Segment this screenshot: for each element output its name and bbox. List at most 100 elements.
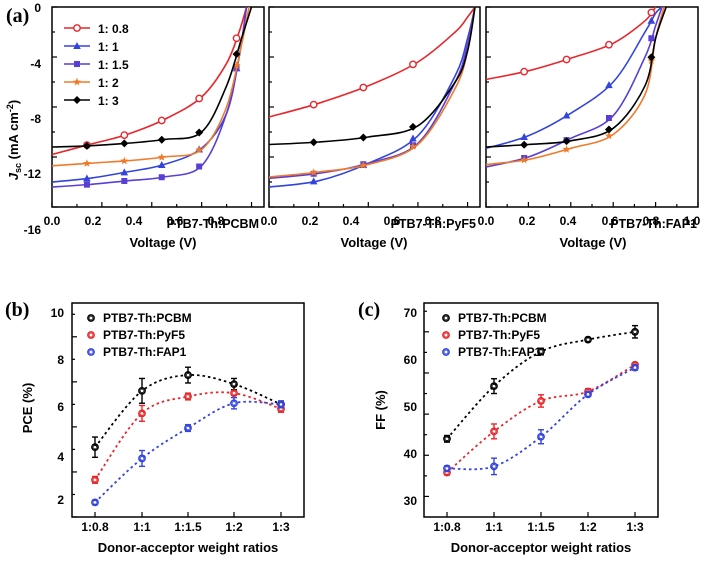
iv-marker xyxy=(408,122,417,131)
legend-1-2: 1: 2 xyxy=(98,76,119,90)
data-point-center xyxy=(492,430,496,433)
c-y-tick-70: 70 xyxy=(404,306,418,320)
panel-a-xlabel-3: Voltage (V) xyxy=(560,235,627,250)
c-legend-pcbm: PTB7-Th:PCBM xyxy=(458,311,547,325)
iv-curve-11 xyxy=(485,6,663,150)
iv-curve-11.5 xyxy=(268,6,476,180)
iv-curve-11.5 xyxy=(51,6,248,188)
iv-frame-1 xyxy=(51,6,265,208)
x3-tick-2: 0.4 xyxy=(560,214,577,228)
iv-curve-10.8 xyxy=(485,6,657,81)
system-label-pyf5: PTB7-Th:PyF5 xyxy=(391,217,476,231)
c-y-tick-50: 50 xyxy=(404,400,418,414)
iv-marker xyxy=(605,81,613,89)
pce-panel-trend-1 xyxy=(94,391,282,481)
data-point-center xyxy=(539,399,543,403)
c-y-tick-40: 40 xyxy=(404,447,418,461)
iv-subplot-2 xyxy=(268,6,481,208)
iv-marker xyxy=(195,128,204,137)
panel-c-y-ticks: 30 40 50 60 70 xyxy=(404,306,418,508)
panel-a-xlabel-2: Voltage (V) xyxy=(341,235,408,250)
x1-tick-0: 0.0 xyxy=(44,214,61,228)
c-x-tick-3: 1:2 xyxy=(579,520,597,534)
iv-marker xyxy=(648,35,655,42)
iv-marker xyxy=(359,83,368,92)
data-point-center xyxy=(279,403,283,406)
iv-marker xyxy=(562,111,571,119)
b-legend-fap1: PTB7-Th:FAP1 xyxy=(103,345,187,359)
panel-label-a: (a) xyxy=(6,5,29,27)
c-legend-fap1: PTB7-Th:FAP1 xyxy=(458,345,542,359)
x3-tick-5: 1.0 xyxy=(684,214,701,228)
x2-tick-4: 0.8 xyxy=(425,214,442,228)
y-tick-m8: -8 xyxy=(30,112,41,126)
ff-panel-trend-2 xyxy=(446,366,636,471)
x3-tick-1: 0.2 xyxy=(519,214,536,228)
panel-label-b: (b) xyxy=(5,299,29,321)
panel-c-xlabel: Donor-acceptor weight ratios xyxy=(451,540,632,555)
iv-marker xyxy=(157,153,166,161)
pce-panel-legend-marker-center-2 xyxy=(89,350,93,354)
panel-a-ylabel: Jsc (mA cm-2) xyxy=(5,100,23,180)
x1-tick-2: 0.4 xyxy=(126,214,143,228)
c-x-tick-0: 1:0.8 xyxy=(433,520,461,534)
iv-marker xyxy=(120,156,129,165)
iv-marker xyxy=(520,67,529,76)
b-y-tick-4: 4 xyxy=(57,450,64,464)
b-y-tick-8: 8 xyxy=(57,353,64,367)
iv-marker xyxy=(562,137,571,146)
iv-curve-13 xyxy=(268,6,476,146)
y-tick-0: 0 xyxy=(34,1,41,15)
chart-marks xyxy=(51,6,699,518)
panel-c-ylabel: FF (%) xyxy=(373,390,388,430)
ff-panel-trend-1 xyxy=(446,363,636,474)
iv-curve-10.8 xyxy=(268,6,476,118)
data-point-center xyxy=(93,445,97,449)
data-point-center xyxy=(539,435,543,439)
x2-tick-3: 0.6 xyxy=(384,214,401,228)
c-x-tick-4: 1:3 xyxy=(626,520,644,534)
x2-tick-2: 0.4 xyxy=(343,214,360,228)
data-point-center xyxy=(232,401,236,405)
x1-tick-4: 0.8 xyxy=(208,214,225,228)
pce-panel-legend-marker-center-0 xyxy=(89,316,93,320)
data-point-center xyxy=(140,457,144,460)
iv-marker xyxy=(82,159,91,167)
iv-curve-12 xyxy=(268,6,476,178)
data-point-center xyxy=(232,382,236,386)
x2-tick-1: 0.2 xyxy=(302,214,319,228)
c-y-tick-60: 60 xyxy=(404,353,418,367)
iv-marker xyxy=(120,168,129,176)
legend-marker-2 xyxy=(74,61,80,67)
x3-tick-3: 0.6 xyxy=(602,214,619,228)
panel-b-ylabel: PCE (%) xyxy=(20,383,35,434)
iv-marker xyxy=(232,61,241,69)
iv-marker xyxy=(309,177,318,185)
x3-tick-0: 0.0 xyxy=(478,214,495,228)
iv-marker xyxy=(83,181,90,188)
iv-marker xyxy=(309,138,318,147)
pce-panel-legend-marker-center-1 xyxy=(89,333,93,337)
iv-marker xyxy=(562,55,571,64)
iv-frame-3 xyxy=(485,6,699,208)
b-x-tick-0: 1:0.8 xyxy=(81,520,109,534)
iv-marker xyxy=(520,155,529,164)
iv-marker xyxy=(605,131,613,140)
c-x-tick-2: 1:1.5 xyxy=(527,520,555,534)
iv-marker xyxy=(83,174,91,182)
c-legend-pyf5: PTB7-Th:PyF5 xyxy=(458,328,540,342)
b-x-tick-4: 1:3 xyxy=(272,520,290,534)
system-label-pcbm: PTB7-Th:PCBM xyxy=(167,217,259,231)
ff-panel-legend-marker-center-0 xyxy=(444,316,448,320)
iv-curve-11 xyxy=(268,6,476,188)
panel-c-x-ticks: 1:0.8 1:1 1:1.5 1:2 1:3 xyxy=(433,520,644,534)
x1-tick-3: 0.6 xyxy=(167,214,184,228)
iv-marker xyxy=(647,16,656,24)
data-point-center xyxy=(586,393,590,396)
y-tick-m4: -4 xyxy=(30,57,41,71)
iv-marker xyxy=(520,133,528,140)
iv-marker xyxy=(605,40,613,49)
iv-marker xyxy=(232,34,241,43)
data-point-center xyxy=(492,384,496,388)
